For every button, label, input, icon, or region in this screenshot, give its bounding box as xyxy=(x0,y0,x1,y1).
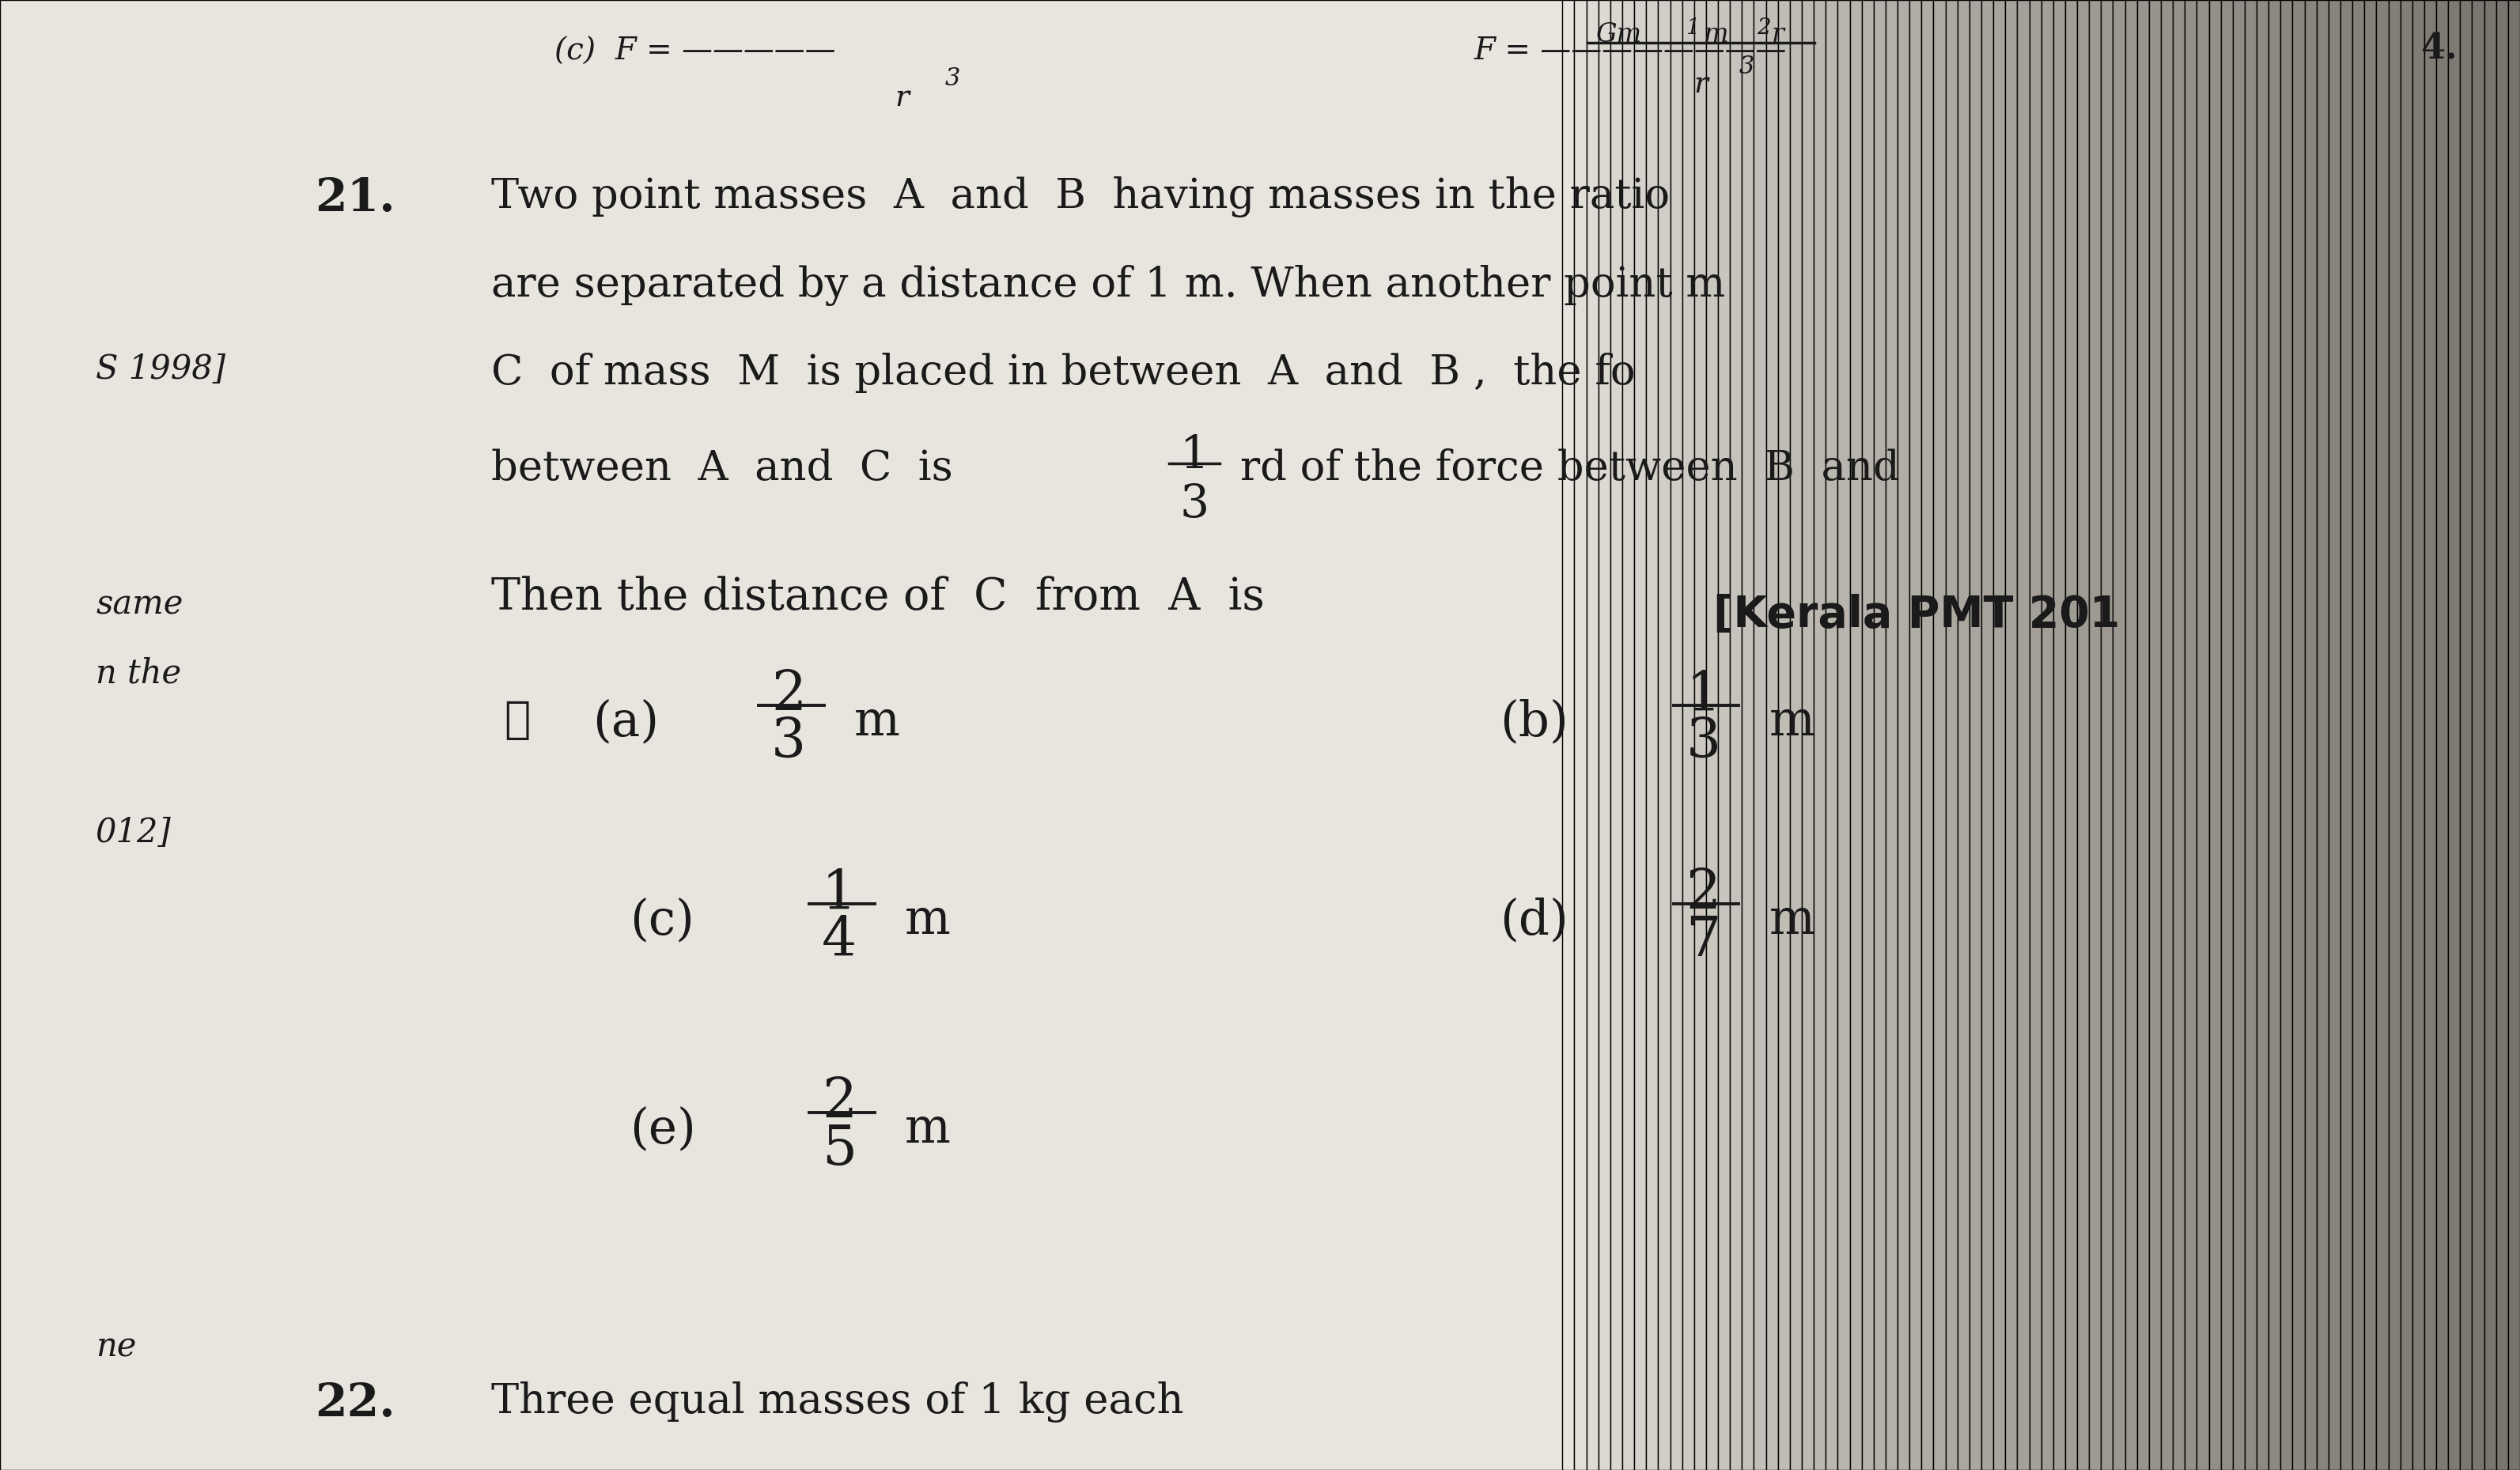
Text: 3: 3 xyxy=(771,716,806,769)
FancyBboxPatch shape xyxy=(2328,0,2341,1470)
FancyBboxPatch shape xyxy=(1814,0,1824,1470)
FancyBboxPatch shape xyxy=(1671,0,1683,1470)
FancyBboxPatch shape xyxy=(1933,0,1945,1470)
FancyBboxPatch shape xyxy=(2102,0,2114,1470)
FancyBboxPatch shape xyxy=(1981,0,1993,1470)
FancyBboxPatch shape xyxy=(1862,0,1875,1470)
FancyBboxPatch shape xyxy=(2114,0,2124,1470)
Text: (d): (d) xyxy=(1499,897,1567,944)
Text: r: r xyxy=(895,84,910,112)
FancyBboxPatch shape xyxy=(1824,0,1837,1470)
Text: (c)  F = —————: (c) F = ————— xyxy=(554,37,837,66)
FancyBboxPatch shape xyxy=(2316,0,2328,1470)
FancyBboxPatch shape xyxy=(2172,0,2185,1470)
FancyBboxPatch shape xyxy=(1598,0,1610,1470)
FancyBboxPatch shape xyxy=(1741,0,1754,1470)
Text: Gm: Gm xyxy=(1595,22,1641,47)
FancyBboxPatch shape xyxy=(2029,0,2041,1470)
FancyBboxPatch shape xyxy=(1789,0,1802,1470)
FancyBboxPatch shape xyxy=(1562,0,1575,1470)
FancyBboxPatch shape xyxy=(1971,0,1981,1470)
FancyBboxPatch shape xyxy=(2124,0,2137,1470)
Text: (b): (b) xyxy=(1499,698,1567,745)
Text: 2: 2 xyxy=(771,669,806,722)
FancyBboxPatch shape xyxy=(2341,0,2354,1470)
Text: 3: 3 xyxy=(1739,54,1754,79)
Text: 1: 1 xyxy=(822,867,857,920)
FancyBboxPatch shape xyxy=(2424,0,2437,1470)
FancyBboxPatch shape xyxy=(2293,0,2303,1470)
FancyBboxPatch shape xyxy=(2460,0,2472,1470)
Text: C  of mass  M  is placed in between  A  and  B ,  the fo: C of mass M is placed in between A and B… xyxy=(491,353,1635,392)
Text: (a): (a) xyxy=(592,698,658,745)
Text: rd of the force between  B  and: rd of the force between B and xyxy=(1240,448,1900,488)
Text: m: m xyxy=(1769,698,1814,745)
FancyBboxPatch shape xyxy=(1754,0,1767,1470)
Text: Two point masses  A  and  B  having masses in the ratio: Two point masses A and B having masses i… xyxy=(491,176,1671,218)
FancyBboxPatch shape xyxy=(2412,0,2424,1470)
Text: 3: 3 xyxy=(1179,482,1210,526)
FancyBboxPatch shape xyxy=(2054,0,2066,1470)
FancyBboxPatch shape xyxy=(2485,0,2495,1470)
Text: m: m xyxy=(905,897,950,944)
FancyBboxPatch shape xyxy=(2150,0,2162,1470)
Text: 1: 1 xyxy=(1686,18,1701,40)
FancyBboxPatch shape xyxy=(1588,0,1598,1470)
Text: Three equal masses of 1 kg each: Three equal masses of 1 kg each xyxy=(491,1382,1184,1423)
Text: ✓: ✓ xyxy=(504,698,529,741)
FancyBboxPatch shape xyxy=(1767,0,1779,1470)
Text: 7: 7 xyxy=(1686,914,1721,967)
Text: m: m xyxy=(905,1105,950,1152)
FancyBboxPatch shape xyxy=(1875,0,1885,1470)
FancyBboxPatch shape xyxy=(1993,0,2006,1470)
FancyBboxPatch shape xyxy=(2137,0,2150,1470)
Text: n the: n the xyxy=(96,657,181,691)
Text: 2: 2 xyxy=(1686,867,1721,920)
Text: are separated by a distance of 1 m. When another point m: are separated by a distance of 1 m. When… xyxy=(491,265,1726,306)
Text: r: r xyxy=(1693,71,1709,98)
Text: F = ————————: F = ———————— xyxy=(1474,37,1787,66)
FancyBboxPatch shape xyxy=(1885,0,1898,1470)
FancyBboxPatch shape xyxy=(1623,0,1635,1470)
Text: 012]: 012] xyxy=(96,816,171,850)
FancyBboxPatch shape xyxy=(2162,0,2172,1470)
Text: 2: 2 xyxy=(1756,18,1772,40)
Text: 21.: 21. xyxy=(315,176,396,220)
Text: 3: 3 xyxy=(945,66,960,91)
FancyBboxPatch shape xyxy=(2197,0,2208,1470)
FancyBboxPatch shape xyxy=(2076,0,2089,1470)
FancyBboxPatch shape xyxy=(2006,0,2019,1470)
FancyBboxPatch shape xyxy=(1610,0,1623,1470)
FancyBboxPatch shape xyxy=(1779,0,1789,1470)
Text: [Kerala PMT 201: [Kerala PMT 201 xyxy=(1714,594,2119,637)
FancyBboxPatch shape xyxy=(2066,0,2076,1470)
FancyBboxPatch shape xyxy=(1646,0,1658,1470)
FancyBboxPatch shape xyxy=(1837,0,1850,1470)
FancyBboxPatch shape xyxy=(2376,0,2389,1470)
FancyBboxPatch shape xyxy=(1719,0,1729,1470)
FancyBboxPatch shape xyxy=(2233,0,2245,1470)
FancyBboxPatch shape xyxy=(2089,0,2102,1470)
Text: 4: 4 xyxy=(822,914,857,967)
FancyBboxPatch shape xyxy=(2258,0,2268,1470)
FancyBboxPatch shape xyxy=(2449,0,2460,1470)
FancyBboxPatch shape xyxy=(2019,0,2029,1470)
FancyBboxPatch shape xyxy=(1635,0,1646,1470)
Text: 4.: 4. xyxy=(2419,32,2457,66)
FancyBboxPatch shape xyxy=(1898,0,1910,1470)
Text: (c): (c) xyxy=(630,897,696,944)
FancyBboxPatch shape xyxy=(1910,0,1920,1470)
FancyBboxPatch shape xyxy=(1683,0,1693,1470)
FancyBboxPatch shape xyxy=(1575,0,1588,1470)
Text: Then the distance of  C  from  A  is: Then the distance of C from A is xyxy=(491,576,1265,619)
FancyBboxPatch shape xyxy=(2220,0,2233,1470)
Text: 3: 3 xyxy=(1686,716,1721,769)
Text: ne: ne xyxy=(96,1330,136,1364)
FancyBboxPatch shape xyxy=(2389,0,2399,1470)
Text: m: m xyxy=(1704,22,1729,47)
FancyBboxPatch shape xyxy=(1658,0,1671,1470)
Text: 22.: 22. xyxy=(315,1382,396,1426)
FancyBboxPatch shape xyxy=(1945,0,1958,1470)
FancyBboxPatch shape xyxy=(1693,0,1706,1470)
